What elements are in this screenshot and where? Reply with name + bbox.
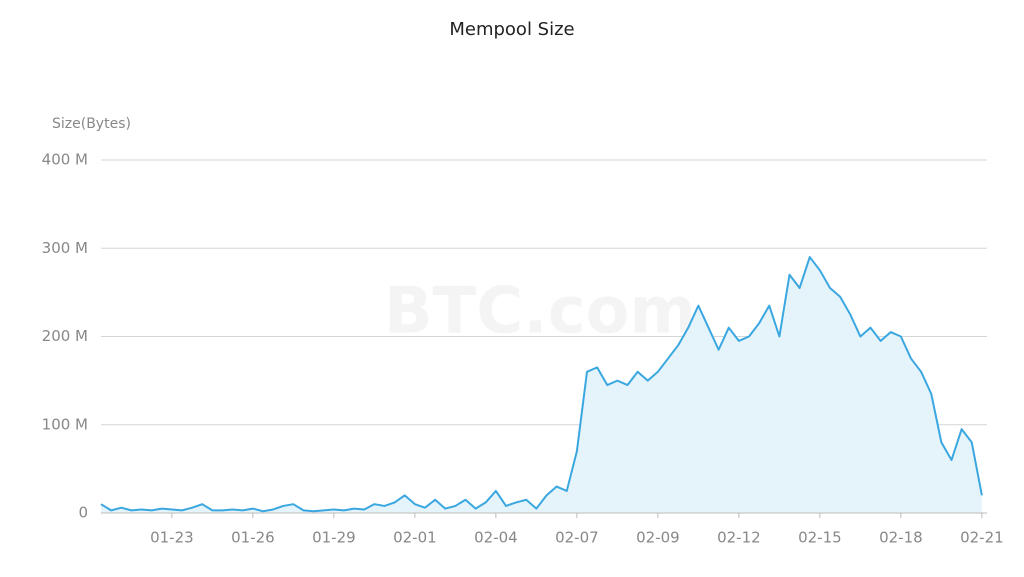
chart-title: Mempool Size bbox=[449, 19, 574, 40]
x-tick-label: 02-09 bbox=[636, 529, 680, 547]
x-tick-label: 01-29 bbox=[312, 529, 356, 547]
x-tick-label: 02-18 bbox=[879, 529, 923, 547]
y-tick-label: 100 M bbox=[42, 415, 88, 433]
x-tick-label: 01-26 bbox=[231, 529, 275, 547]
line bbox=[100, 256, 983, 513]
x-tick-label: 02-21 bbox=[960, 529, 1004, 547]
x-tick-label: 02-04 bbox=[474, 529, 518, 547]
x-tick-label: 01-23 bbox=[150, 529, 194, 547]
y-tick-label: 300 M bbox=[42, 239, 88, 257]
x-tick-label: 02-07 bbox=[555, 529, 599, 547]
y-axis-label: Size(Bytes) bbox=[52, 116, 131, 132]
x-tick-label: 02-12 bbox=[717, 529, 761, 547]
watermark: BTC.com bbox=[384, 275, 696, 349]
y-tick-label: 200 M bbox=[42, 327, 88, 345]
y-tick-label: 0 bbox=[78, 504, 88, 522]
x-tick-label: 02-15 bbox=[798, 529, 842, 547]
area-fill bbox=[101, 257, 982, 513]
y-tick-label: 400 M bbox=[42, 151, 88, 169]
x-tick-label: 02-01 bbox=[393, 529, 437, 547]
